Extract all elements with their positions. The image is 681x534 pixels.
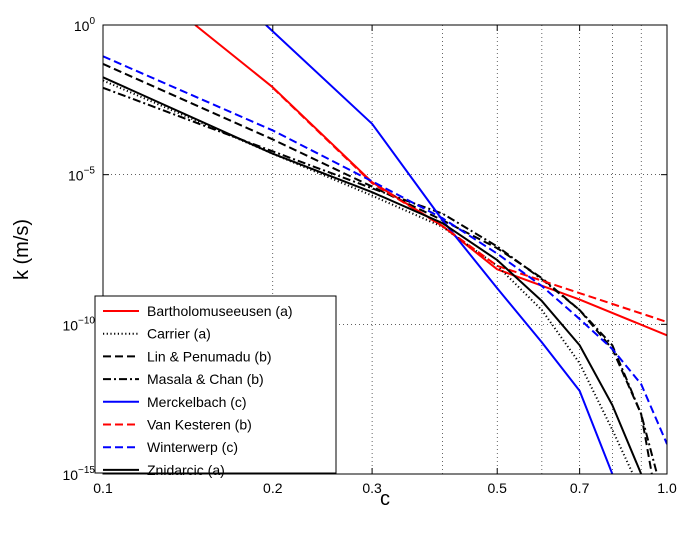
legend-label: Carrier (a): [147, 326, 211, 342]
x-axis-label: c: [380, 488, 390, 510]
axes-frame: [102, 24, 668, 475]
series-line-7: [103, 55, 667, 445]
x-tick-label: 0.1: [93, 480, 113, 496]
legend-label: Winterwerp (c): [147, 439, 238, 455]
x-tick-label: 0.5: [487, 480, 507, 496]
legend-label: Bartholomuseeusen (a): [147, 303, 293, 319]
legend-label: Masala & Chan (b): [147, 371, 264, 387]
series-line-6: [272, 87, 667, 323]
x-axis: 0.1 0.2 0.3 0.5 0.7 1.0: [93, 25, 677, 496]
x-tick-label: 0.7: [570, 480, 590, 496]
series-group: [103, 25, 667, 474]
y-axis-label: k (m/s): [11, 219, 33, 280]
series-line-5: [265, 25, 614, 474]
series-line-2: [103, 79, 634, 474]
y-axis: 10−15 10−10 10−5 100: [62, 16, 667, 483]
legend: Bartholomuseeusen (a) Carrier (a) Lin & Pe…: [94, 295, 337, 478]
series-line-8: [103, 76, 643, 474]
series-line-4: [103, 86, 658, 474]
x-tick-label: 0.2: [263, 480, 283, 496]
legend-label: Znidarcic (a): [147, 462, 225, 478]
y-tick-label: 100: [74, 16, 96, 34]
x-tick-label: 1.0: [657, 480, 677, 496]
grid: [103, 25, 667, 474]
legend-label: Lin & Penumadu (b): [147, 348, 272, 364]
x-tick-label: 0.3: [362, 480, 382, 496]
y-tick-label: 10−15: [62, 465, 95, 483]
legend-label: Merckelbach (c): [147, 394, 247, 410]
legend-box: [94, 295, 337, 474]
y-tick-label: 10−5: [68, 166, 95, 184]
y-tick-label: 10−10: [62, 315, 95, 333]
legend-label: Van Kesteren (b): [147, 417, 252, 433]
